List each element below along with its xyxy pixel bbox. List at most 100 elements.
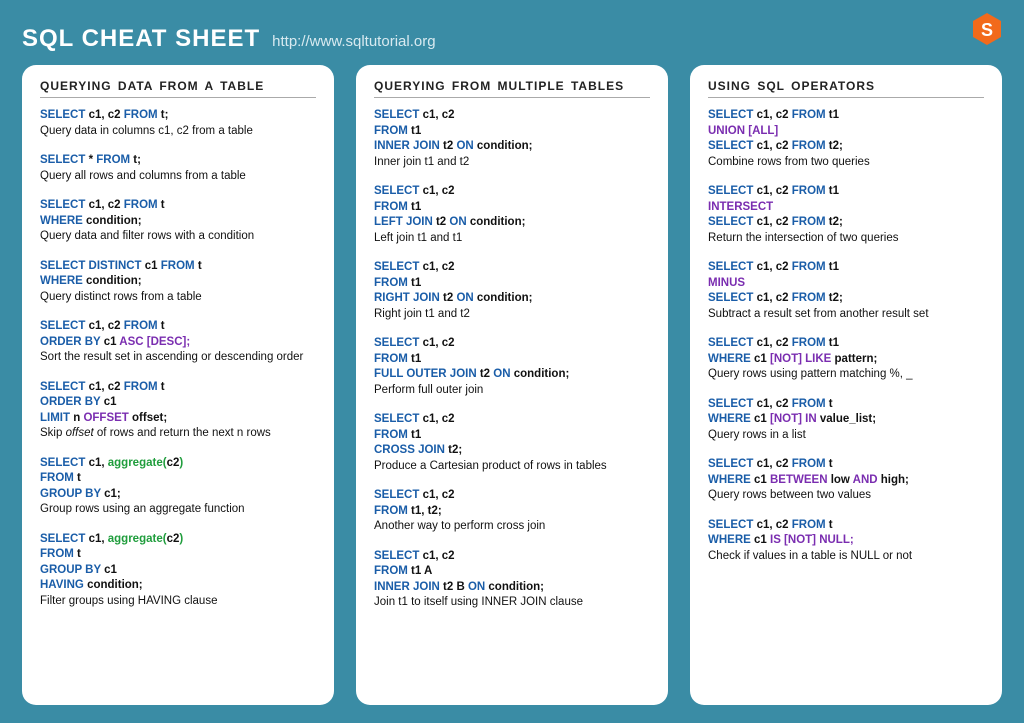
card-title: QUERYING DATA FROM A TABLE [40, 79, 316, 98]
token-id: ; [438, 505, 442, 517]
token-kw: FULL OUTER JOIN [374, 368, 477, 380]
token-id: n [70, 412, 83, 424]
code-line: FROM t1 [374, 124, 650, 140]
token-kw: ORDER BY [40, 396, 101, 408]
snippet-block: SELECT c1, c2FROM t1RIGHT JOIN t2 ON con… [374, 260, 650, 322]
code-line: MINUS [708, 276, 984, 292]
token-kw: CROSS JOIN [374, 444, 445, 456]
snippet-block: SELECT c1, c2FROM t1, t2;Another way to … [374, 488, 650, 535]
code-line: GROUP BY c1 [40, 563, 316, 579]
token-id: condition; [511, 368, 570, 380]
description: Group rows using an aggregate function [40, 502, 316, 518]
token-id: c1, c2 [85, 381, 123, 393]
description: Sort the result set in ascending or desc… [40, 350, 316, 366]
token-id: c1, c2 [753, 109, 791, 121]
token-kw: FROM [792, 292, 826, 304]
code-line: LEFT JOIN t2 ON condition; [374, 215, 650, 231]
token-id: t; [130, 154, 141, 166]
code-line: SELECT c1, c2 [374, 260, 650, 276]
code-line: INTERSECT [708, 200, 984, 216]
token-id: c2 [167, 533, 180, 545]
snippet-block: SELECT c1, c2 FROM tWHERE c1 BETWEEN low… [708, 457, 984, 504]
token-kw: SELECT [40, 457, 85, 469]
token-id: c1, c2 [419, 413, 454, 425]
token-id: c1, c2 [753, 261, 791, 273]
token-kw: FROM [792, 140, 826, 152]
token-kw: ON [456, 292, 473, 304]
header-left: SQL CHEAT SHEET http://www.sqltutorial.o… [22, 25, 436, 53]
snippet-block: SELECT c1, c2FROM t1INNER JOIN t2 ON con… [374, 108, 650, 170]
token-id: c1, c2 [419, 489, 454, 501]
code-line: WHERE condition; [40, 274, 316, 290]
token-kw: FROM [792, 458, 826, 470]
token-kw: FROM [40, 548, 74, 560]
card: QUERYING FROM MULTIPLE TABLESSELECT c1, … [356, 65, 668, 705]
token-kw: SELECT [40, 381, 85, 393]
logo-letter: S [981, 20, 993, 40]
token-kw: ON [493, 368, 510, 380]
token-kw: SELECT [708, 398, 753, 410]
description: Combine rows from two queries [708, 155, 984, 171]
token-kw: SELECT [708, 519, 753, 531]
code-line: SELECT DISTINCT c1 FROM t [40, 259, 316, 275]
code-line: SELECT c1, c2 FROM t1 [708, 260, 984, 276]
card-title: USING SQL OPERATORS [708, 79, 984, 98]
token-id: t1, t2 [408, 505, 438, 517]
token-id: offset; [129, 412, 167, 424]
description: Skip offset of rows and return the next … [40, 426, 316, 442]
token-kw: HAVING [40, 579, 84, 591]
token-op: UNION [ALL] [708, 125, 778, 137]
token-id: c1, c2 [753, 216, 791, 228]
token-kw: ON [449, 216, 466, 228]
token-kw: FROM [96, 154, 130, 166]
snippet-block: SELECT c1, c2FROM t1 AINNER JOIN t2 B ON… [374, 549, 650, 611]
token-id: c1, c2 [753, 398, 791, 410]
token-kw: SELECT [40, 533, 85, 545]
card: QUERYING DATA FROM A TABLE SELECT c1, c2 … [22, 65, 334, 705]
snippet-block: SELECT c1, c2FROM t1LEFT JOIN t2 ON cond… [374, 184, 650, 246]
token-fn: aggregate( [108, 457, 167, 469]
token-kw: ON [456, 140, 473, 152]
description: Right join t1 and t2 [374, 307, 650, 323]
token-id: c1 [101, 396, 117, 408]
code-line: WHERE c1 [NOT] LIKE pattern; [708, 352, 984, 368]
code-line: GROUP BY c1; [40, 487, 316, 503]
token-id: t1 [408, 201, 421, 213]
code-line: FROM t1, t2; [374, 504, 650, 520]
token-kw: LIMIT [40, 412, 70, 424]
card: USING SQL OPERATORS SELECT c1, c2 FROM t1… [690, 65, 1002, 705]
token-kw: SELECT [708, 140, 753, 152]
description: Join t1 to itself using INNER JOIN claus… [374, 595, 650, 611]
token-kw: FROM [124, 320, 158, 332]
token-id: t [826, 398, 833, 410]
token-id: t1 A [408, 565, 433, 577]
token-id: t [158, 199, 165, 211]
token-id: t2 [440, 292, 457, 304]
token-id: t1 [826, 261, 839, 273]
code-line: SELECT c1, c2 FROM t2; [708, 139, 984, 155]
token-kw: SELECT [40, 109, 85, 121]
token-kw: SELECT [708, 261, 753, 273]
description: Subtract a result set from another resul… [708, 307, 984, 323]
token-id: condition; [84, 579, 143, 591]
code-line: HAVING condition; [40, 578, 316, 594]
token-kw: SELECT [374, 413, 419, 425]
description: Check if values in a table is NULL or no… [708, 549, 984, 565]
description: Query distinct rows from a table [40, 290, 316, 306]
token-id: c1; [101, 488, 121, 500]
description: Query all rows and columns from a table [40, 169, 316, 185]
token-kw: SELECT [374, 109, 419, 121]
token-id: high; [878, 474, 909, 486]
token-kw: SELECT [708, 292, 753, 304]
token-kw: SELECT [708, 337, 753, 349]
token-op: IS [NOT] NULL; [770, 534, 854, 546]
description: Another way to perform cross join [374, 519, 650, 535]
token-kw: FROM [374, 125, 408, 137]
token-id: t [158, 320, 165, 332]
snippet-block: SELECT c1, c2 FROM tORDER BY c1 ASC [DES… [40, 319, 316, 366]
code-line: SELECT c1, c2 FROM t [40, 198, 316, 214]
code-line: CROSS JOIN t2; [374, 443, 650, 459]
token-kw: INNER JOIN [374, 140, 440, 152]
token-kw: SELECT [374, 337, 419, 349]
code-line: RIGHT JOIN t2 ON condition; [374, 291, 650, 307]
